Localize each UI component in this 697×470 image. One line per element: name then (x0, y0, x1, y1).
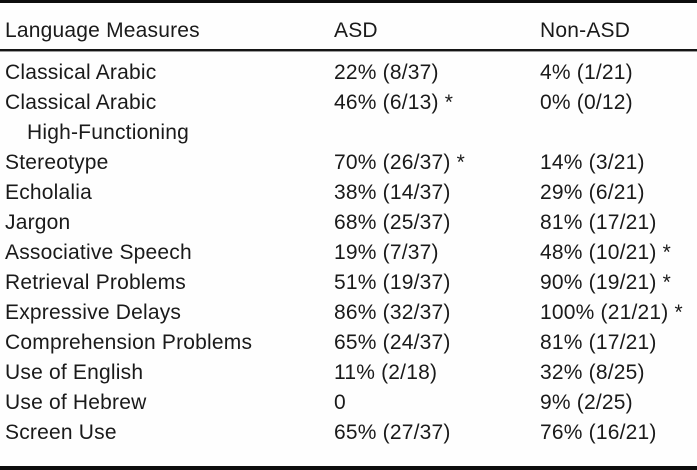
measure-label: Use of Hebrew (5, 391, 147, 414)
measure-label: Retrieval Problems (5, 271, 186, 294)
asd-value: 11% (2/18) (334, 361, 438, 384)
measure-label: Classical Arabic (5, 91, 157, 114)
column-header-asd: ASD (334, 19, 378, 42)
asd-value: 65% (24/37) (334, 331, 451, 354)
measure-cell: Retrieval Problems (5, 268, 334, 298)
measure-label: Use of English (5, 361, 144, 384)
non-asd-value: 32% (8/25) (540, 361, 645, 384)
measure-cell: Stereotype (5, 148, 334, 178)
asd-value: 65% (27/37) (334, 421, 451, 444)
asd-value: 0 (334, 391, 346, 414)
measure-cell: Associative Speech (5, 238, 334, 268)
measure-cell: Expressive Delays (5, 298, 334, 328)
measure-label: Echolalia (5, 181, 93, 204)
asd-value: 86% (32/37) (334, 301, 451, 324)
measure-cell: Screen Use (5, 418, 334, 448)
non-asd-value: 100% (21/21) * (540, 301, 683, 324)
non-asd-value: 4% (1/21) (540, 61, 633, 84)
non-asd-value: 29% (6/21) (540, 181, 645, 204)
table-row: Retrieval Problems 51% (19/37) 90% (19/2… (5, 268, 693, 298)
non-asd-value: 9% (2/25) (540, 391, 633, 414)
asd-value: 38% (14/37) (334, 181, 451, 204)
measure-label: Comprehension Problems (5, 331, 253, 354)
asd-value: 70% (26/37) * (334, 151, 466, 174)
non-asd-value: 90% (19/21) * (540, 271, 672, 294)
measure-cell: Use of English (5, 358, 334, 388)
table-row: Jargon 68% (25/37) 81% (17/21) (5, 208, 693, 238)
table-row: Associative Speech 19% (7/37) 48% (10/21… (5, 238, 693, 268)
non-asd-value: 0% (0/12) (540, 91, 633, 114)
table-row: Screen Use 65% (27/37) 76% (16/21) (5, 418, 693, 448)
asd-value: 51% (19/37) (334, 271, 451, 294)
table-row: Use of English 11% (2/18) 32% (8/25) (5, 358, 693, 388)
measure-cell: Comprehension Problems (5, 328, 334, 358)
table-row: Use of Hebrew 0 9% (2/25) (5, 388, 693, 418)
measure-sublabel: High-Functioning (27, 121, 189, 144)
asd-value: 22% (8/37) (334, 61, 439, 84)
column-header-non-asd: Non-ASD (540, 19, 631, 42)
table-row: Echolalia 38% (14/37) 29% (6/21) (5, 178, 693, 208)
header-double-rule (0, 49, 697, 52)
measure-cell: Classical Arabic (5, 58, 334, 88)
table-row: Classical Arabic 22% (8/37) 4% (1/21) (5, 58, 693, 88)
asd-value: 68% (25/37) (334, 211, 451, 234)
table-row: Classical Arabic High-Functioning 46% (6… (5, 88, 693, 148)
asd-value: 46% (6/13) * (334, 91, 454, 114)
measure-label: Jargon (5, 211, 71, 234)
non-asd-value: 48% (10/21) * (540, 241, 672, 264)
non-asd-value: 14% (3/21) (540, 151, 645, 174)
asd-value: 19% (7/37) (334, 241, 439, 264)
non-asd-value: 81% (17/21) (540, 331, 657, 354)
measure-label: Associative Speech (5, 241, 192, 264)
measure-label: Stereotype (5, 151, 109, 174)
table-row: Expressive Delays 86% (32/37) 100% (21/2… (5, 298, 693, 328)
measure-label: Screen Use (5, 421, 117, 444)
measure-cell: Classical Arabic High-Functioning (5, 88, 334, 148)
table-row: Stereotype 70% (26/37) * 14% (3/21) (5, 148, 693, 178)
column-header-language-measures: Language Measures (5, 19, 200, 42)
measure-cell: Jargon (5, 208, 334, 238)
table-header-row: Language Measures ASD Non-ASD (0, 3, 697, 49)
measure-label: Classical Arabic (5, 61, 157, 84)
table-row: Comprehension Problems 65% (24/37) 81% (… (5, 328, 693, 358)
measure-cell: Use of Hebrew (5, 388, 334, 418)
measure-cell: Echolalia (5, 178, 334, 208)
non-asd-value: 76% (16/21) (540, 421, 657, 444)
table-body: Classical Arabic 22% (8/37) 4% (1/21) Cl… (0, 52, 697, 448)
measure-label: Expressive Delays (5, 301, 182, 324)
non-asd-value: 81% (17/21) (540, 211, 657, 234)
